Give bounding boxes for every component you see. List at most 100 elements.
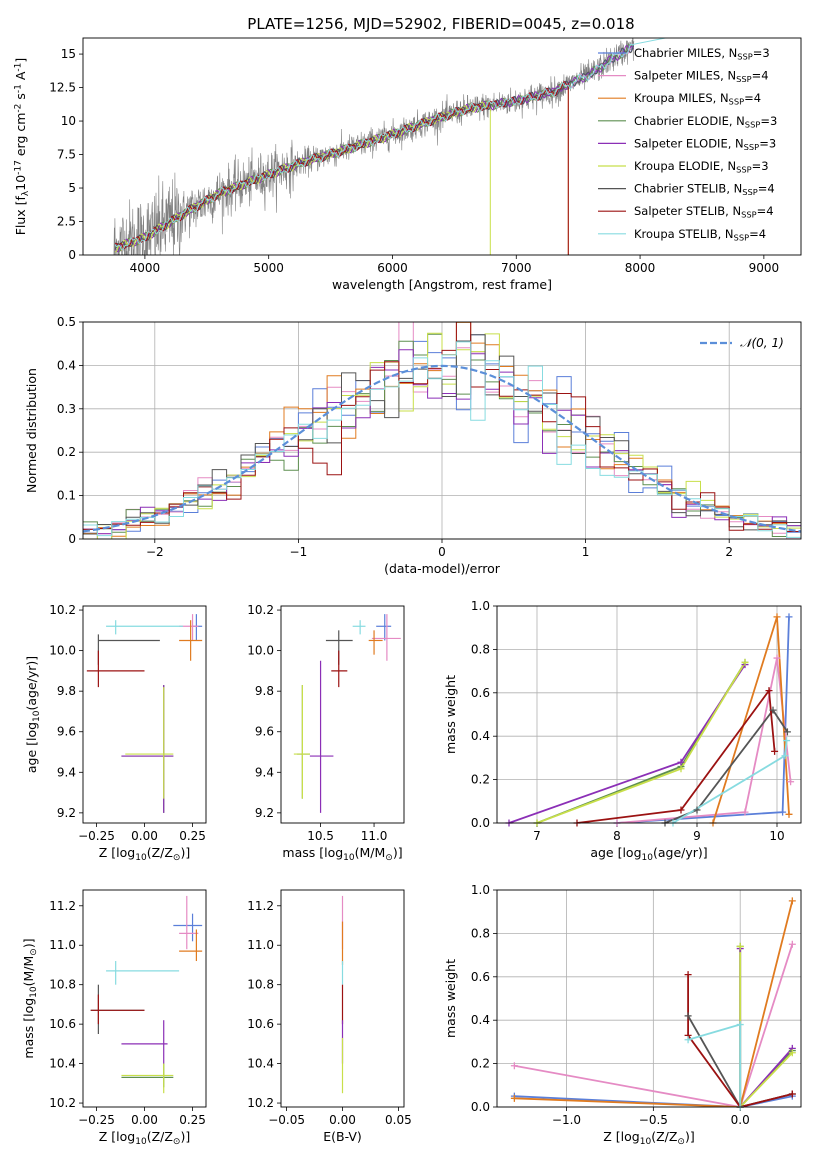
x-tick-label: −0.25 [78,829,115,843]
axes-frame [280,889,405,1108]
y-tick-label: 12.5 [49,81,76,95]
x-tick-label: −2 [146,545,164,559]
weight-marker [510,1062,518,1070]
weight-marker [771,747,779,755]
weight-marker [788,1049,796,1057]
x-axis-label: (data-model)/error [384,561,501,576]
y-tick-label: 0.0 [471,1100,490,1114]
weight-marker [684,971,692,979]
gaussian-reference-curve [83,364,801,533]
y-tick-label: 11.2 [49,899,76,913]
x-axis-label: age [log10(age/yr)] [590,845,707,863]
legend-label: Chabrier STELIB, NSSP=4 [634,182,775,198]
y-tick-label: 10.0 [247,644,274,658]
weight-marker [781,752,789,760]
x-tick-label: 0.0 [731,1113,750,1127]
y-tick-label: 10.6 [247,1017,274,1031]
y-tick-label: 9.2 [57,806,76,820]
x-tick-label: 0.00 [131,829,158,843]
legend-label: Kroupa ELODIE, NSSP=3 [634,159,769,175]
x-tick-label: 2 [725,545,733,559]
x-axis-label: wavelength [Angstrom, rest frame] [332,277,552,292]
x-tick-label: −0.25 [78,1113,115,1127]
weight-marker [773,654,781,662]
y-tick-label: 0.2 [471,773,490,787]
y-tick-label: 7.5 [57,148,76,162]
weight-marker [510,1094,518,1102]
weight-marker [765,687,773,695]
spectrum-data-line [113,38,635,255]
x-tick-label: 9000 [749,261,780,275]
y-tick-label: 15 [61,47,76,61]
panel-age-vs-mass: 10.5 11.0 9.2 9.4 9.6 9.8 10.0 10.2 mass [log10(… [247,603,405,863]
plot-area [514,900,794,1107]
weight-marker [788,940,796,948]
y-tick-label: 0.1 [57,489,76,503]
legend-label: Kroupa STELIB, NSSP=4 [634,227,766,243]
y-tick-label: 10.4 [247,1057,274,1071]
axes-frame [82,605,207,824]
spectrum-model-line [114,38,668,251]
figure-title: PLATE=1256, MJD=52902, FIBERID=0045, z=0… [247,15,634,33]
x-tick-label: 0.00 [131,1113,158,1127]
legend-label: Chabrier MILES, NSSP=3 [634,46,770,62]
y-tick-label: 11.0 [247,938,274,952]
legend-label: Salpeter ELODIE, NSSP=3 [634,136,776,152]
legend-label: Salpeter MILES, NSSP=4 [634,69,769,85]
y-tick-label: 0.0 [471,816,490,830]
weight-marker [788,897,796,905]
legend-label: 𝒩(0, 1) [740,336,784,350]
weight-marker [677,806,685,814]
y-tick-label: 10.8 [247,978,274,992]
weight-marker [783,737,791,745]
x-tick-label: 4000 [130,261,161,275]
y-tick-label: 0.6 [471,970,490,984]
y-tick-label: 0.2 [471,1057,490,1071]
x-tick-label: 11.0 [361,829,388,843]
y-axis-label: Normed distribution [24,368,39,493]
plot-area [90,895,203,1094]
axes-frame [82,37,802,256]
x-tick-label: 6000 [377,261,408,275]
x-tick-label: −0.5 [639,1113,668,1127]
y-tick-label: 11.2 [247,899,274,913]
axes-frame [82,889,207,1108]
y-tick-label: 10.6 [49,1017,76,1031]
y-tick-label: 0 [68,248,76,262]
spectrum-model-line [114,43,634,252]
y-tick-label: 10.0 [49,644,76,658]
x-tick-label: −1.0 [552,1113,581,1127]
weight-marker [677,765,685,773]
y-tick-label: 9.6 [255,725,274,739]
y-axis-label: mass weight [443,675,458,754]
x-tick-label: 10 [769,829,784,843]
weight-marker [773,613,781,621]
y-tick-label: 2.5 [57,215,76,229]
weight-marker [787,778,795,786]
y-tick-label: 0.3 [57,402,76,416]
x-tick-label: 0.05 [385,1113,412,1127]
legend-label: Chabrier ELODIE, NSSP=3 [634,114,777,130]
weight-line [514,944,794,1107]
panel-mass-weight-vs-age: 7 8 9 10 0.0 0.2 0.4 0.6 0.8 1.0 age [log10(age/yr… [443,599,802,863]
weight-marker [684,1012,692,1020]
x-tick-label: 8 [613,829,621,843]
x-axis-label: Z [log10(Z/Z⊙)] [99,845,190,863]
x-axis-label: mass [log10(M/M⊙)] [282,845,402,863]
axes-frame [82,321,802,540]
weight-marker [741,808,749,816]
x-tick-label: 0.25 [179,829,206,843]
weight-line [664,708,789,823]
y-tick-label: 9.8 [57,684,76,698]
x-tick-label: 7000 [501,261,532,275]
panel-mass-vs-ebv: −0.05 0.00 0.05 10.2 10.4 10.6 10.8 11.0 11.2 E(B… [247,889,412,1144]
weight-marker [785,810,793,818]
y-tick-label: 0.6 [471,686,490,700]
y-tick-label: 10.2 [247,603,274,617]
y-tick-label: 5 [68,181,76,195]
y-tick-label: 1.0 [471,599,490,613]
y-tick-label: 0.4 [471,1013,490,1027]
y-axis-label: age [log10(age/yr)] [24,656,42,773]
weight-line [739,946,793,1107]
